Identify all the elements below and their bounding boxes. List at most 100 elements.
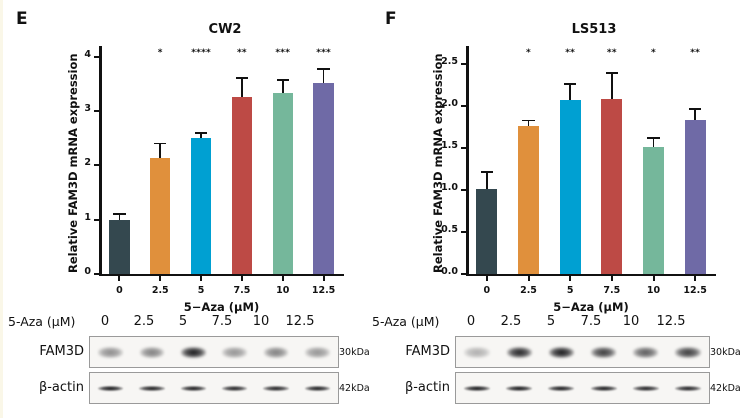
- error-bar: [486, 172, 488, 190]
- page-edge-line: [0, 0, 3, 418]
- blot-band: [506, 346, 532, 358]
- error-bar: [569, 84, 571, 100]
- x-axis-title-ls513: 5−Aza (μM): [553, 300, 629, 314]
- bar-chart-ls513: 5−Aza (μM) 0.0 0.5 1.0 1.5 2.0 2.5 0 * 2.5 ** 5 ** 7…: [441, 46, 716, 314]
- error-bar-cap: [235, 76, 249, 79]
- blot-band: [222, 346, 248, 358]
- x-tick: [322, 275, 325, 281]
- blot-band: [548, 346, 575, 358]
- error-bar: [527, 121, 530, 126]
- blot-dose-header: 12.5: [656, 314, 686, 329]
- panel-letter-e: E: [16, 9, 28, 29]
- blot-mw-label: 42kDa: [339, 383, 370, 394]
- x-tick: [159, 275, 162, 281]
- blot-band: [590, 385, 617, 391]
- blot-dose-header: 7.5: [580, 314, 602, 329]
- blot-image: [89, 372, 339, 404]
- blot-band: [548, 385, 575, 391]
- chart-title-cw2: CW2: [208, 22, 242, 37]
- y-tick: 0.5: [441, 224, 466, 235]
- blot-dose-label-cw2: 5-Aza (μM): [8, 314, 76, 329]
- y-tick: 1: [84, 212, 99, 223]
- blot-band: [221, 385, 248, 391]
- blot-dose-header: 10: [622, 314, 640, 329]
- bar: [601, 98, 623, 274]
- blot-dose-header: 0: [466, 314, 476, 329]
- significance-marker: *: [157, 48, 163, 58]
- blot-image: [455, 372, 710, 404]
- x-tick-label: 2.5: [151, 285, 169, 296]
- bar-chart-cw2: 5−Aza (μM) 0 1 2 3 4 0 * 2.5 **** 5 ** 7.5 *** 10 *** 1…: [84, 46, 344, 314]
- y-tick: 2.0: [441, 98, 466, 109]
- blot-band: [633, 346, 659, 358]
- blot-row-label: β-actin: [38, 380, 84, 395]
- bar: [559, 99, 581, 274]
- y-tick: 2.5: [441, 56, 466, 67]
- error-bar: [159, 144, 162, 159]
- significance-marker: *: [526, 48, 531, 58]
- x-tick: [569, 275, 572, 281]
- blot-dose-header: 7.5: [211, 314, 233, 329]
- error-bar-cap: [276, 79, 289, 81]
- blot-dose-header: 2.5: [133, 314, 155, 329]
- bar: [109, 219, 130, 274]
- blot-dose-header: 10: [252, 314, 270, 329]
- blot-band: [139, 346, 165, 358]
- blot-band: [304, 346, 330, 358]
- y-axis-line: [466, 46, 469, 274]
- y-tick-label: 2.5: [441, 56, 458, 68]
- blot-image: [455, 336, 710, 368]
- error-bar: [694, 109, 696, 120]
- x-tick: [200, 275, 203, 281]
- blot-mw-label: 30kDa: [339, 347, 370, 358]
- error-bar: [241, 78, 243, 97]
- x-tick-label: 7.5: [233, 285, 251, 296]
- x-axis-line: [99, 273, 344, 276]
- blot-band: [263, 346, 289, 358]
- bar: [476, 189, 498, 274]
- panel-letter-f: F: [385, 9, 397, 29]
- significance-marker: **: [606, 48, 617, 58]
- y-tick: 2: [84, 157, 99, 168]
- y-tick-label: 3: [84, 103, 91, 115]
- blot-band: [98, 346, 124, 358]
- y-tick: 4: [84, 49, 99, 60]
- bar: [272, 93, 293, 274]
- error-bar-cap: [154, 142, 167, 145]
- y-tick: 0.0: [441, 266, 466, 277]
- significance-marker: ****: [191, 48, 211, 58]
- y-tick: 1.0: [441, 182, 466, 193]
- y-tick-label: 2.0: [441, 98, 458, 110]
- x-tick: [240, 275, 243, 281]
- blot-dose-header: 12.5: [285, 314, 315, 329]
- y-tick-label: 1.5: [441, 140, 458, 152]
- bar: [643, 146, 664, 274]
- x-tick: [652, 275, 655, 281]
- bar: [150, 158, 171, 274]
- bar: [313, 83, 334, 274]
- blot-band: [632, 385, 659, 391]
- y-tick-label: 2: [84, 157, 91, 169]
- blot-band: [464, 385, 491, 391]
- x-tick-label: 0: [483, 285, 491, 296]
- blot-dose-header: 0: [100, 314, 110, 329]
- blot-band: [674, 385, 701, 391]
- y-axis-label-cw2: Relative FAM3D mRNA expression: [66, 53, 80, 273]
- y-tick: 1.5: [441, 140, 466, 151]
- error-bar-cap: [113, 213, 126, 215]
- chart-title-ls513: LS513: [571, 22, 617, 37]
- error-bar-cap: [605, 72, 619, 74]
- error-bar: [281, 80, 284, 94]
- x-tick: [694, 275, 697, 281]
- blot-row-label: FAM3D: [39, 344, 84, 359]
- bar: [231, 96, 253, 274]
- y-tick: 0: [84, 266, 99, 277]
- error-bar: [611, 73, 613, 99]
- y-tick-label: 0.0: [441, 266, 458, 277]
- x-tick: [485, 275, 488, 281]
- blot-band: [506, 385, 533, 391]
- bar: [190, 137, 212, 274]
- x-tick-label: 10: [646, 285, 661, 296]
- error-bar: [652, 139, 655, 147]
